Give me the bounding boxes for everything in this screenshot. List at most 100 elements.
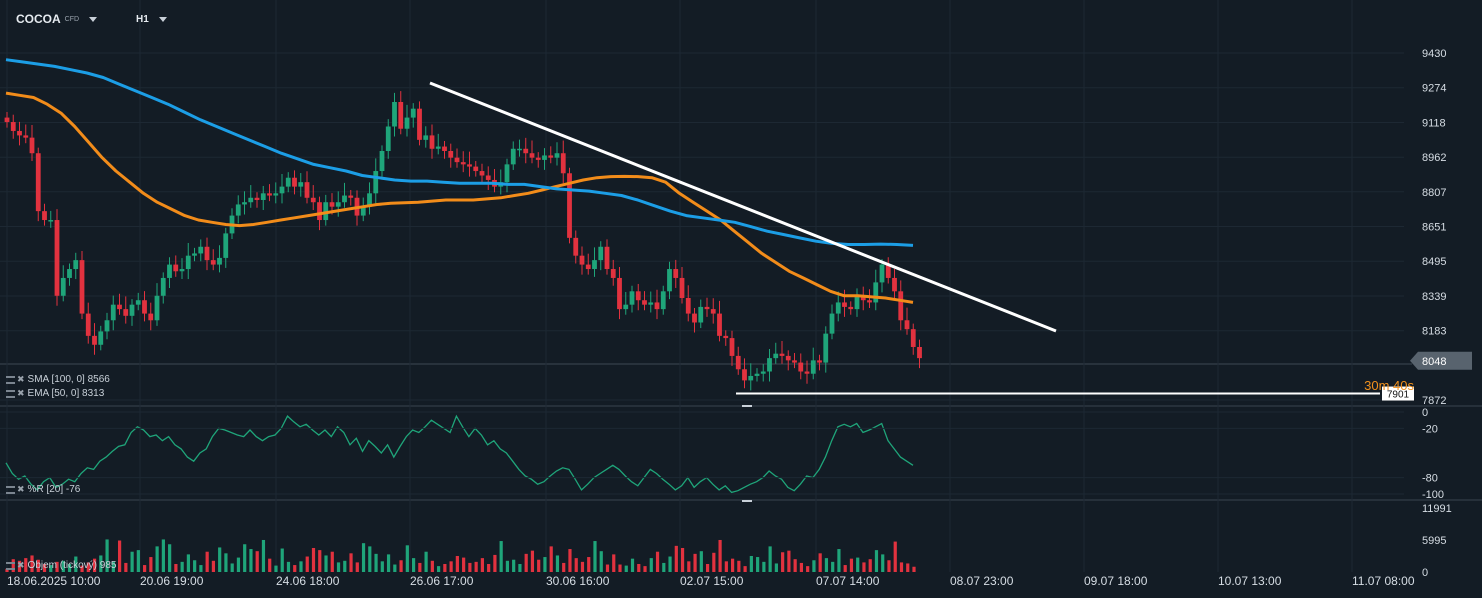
candle-body: [54, 220, 60, 296]
sma-legend[interactable]: ✖ SMA [100, 0] 8566: [6, 374, 110, 385]
x-tick-label: 07.07 14:00: [816, 574, 880, 588]
symbol-type: CFD: [64, 15, 80, 23]
y-tick-label: 9430: [1422, 48, 1446, 60]
candle-body: [267, 193, 272, 196]
volume-bar: [30, 555, 34, 572]
volume-bar: [261, 539, 266, 572]
volume-bar: [274, 565, 278, 572]
candle-body: [817, 360, 822, 363]
x-tick-label: 10.07 13:00: [1218, 574, 1282, 588]
volume-tick-label: 11991: [1422, 503, 1452, 515]
volume-bar: [718, 539, 722, 572]
volume-bar: [318, 550, 322, 572]
horizontal-line-label: 7901: [1387, 390, 1410, 401]
candle-body: [298, 182, 304, 187]
volume-bar: [705, 563, 710, 572]
current-price-tag: [1410, 351, 1472, 370]
candle-body: [623, 304, 629, 310]
candle-body: [510, 148, 516, 165]
volume-bar: [168, 544, 172, 572]
candle-body: [85, 313, 91, 336]
volume-legend[interactable]: ✖ Objem (tickový) 985: [6, 560, 116, 571]
volume-bar: [887, 560, 891, 572]
candle-body: [810, 360, 816, 374]
volume-bar: [637, 563, 641, 572]
candle-body: [260, 193, 266, 200]
close-icon[interactable]: ✖: [17, 560, 25, 570]
volume-bar: [562, 562, 566, 572]
candle-body: [792, 360, 797, 363]
candle-body: [679, 277, 685, 298]
volume-bar: [61, 560, 65, 572]
close-icon[interactable]: ✖: [17, 374, 25, 384]
candle-body: [29, 137, 35, 154]
volume-bar: [680, 547, 685, 572]
chevron-down-icon[interactable]: [89, 16, 98, 22]
settings-icon[interactable]: [6, 561, 15, 570]
volume-bar: [280, 548, 284, 572]
wr-legend[interactable]: ✖ %R [20] -76: [6, 484, 80, 495]
settings-icon[interactable]: [6, 375, 15, 384]
williams-r-line: [5, 414, 914, 494]
volume-bar: [649, 558, 653, 572]
candle-body: [879, 264, 885, 283]
volume-bar: [174, 563, 178, 572]
candle-timer: 30m 40s: [1364, 378, 1414, 393]
candle-body: [67, 269, 72, 278]
candle-body: [860, 295, 866, 301]
candle-body: [79, 260, 85, 314]
candle-body: [642, 300, 647, 305]
settings-icon[interactable]: [6, 485, 15, 494]
volume-bar: [893, 541, 897, 572]
volume-bar: [768, 546, 772, 572]
volume-bar: [74, 556, 78, 572]
volume-bar: [136, 550, 140, 572]
volume-bar: [199, 565, 203, 572]
candle-body: [242, 202, 247, 205]
volume-bar: [324, 555, 328, 572]
close-icon[interactable]: ✖: [17, 388, 25, 398]
volume-bar: [668, 556, 672, 572]
ema-legend[interactable]: ✖ EMA [50, 0] 8313: [6, 388, 104, 399]
candle-body: [17, 130, 22, 136]
candle-body: [110, 304, 116, 321]
volume-bar: [268, 558, 272, 572]
volume-bar: [599, 551, 603, 572]
candle-body: [35, 153, 41, 212]
volume-bar: [818, 553, 822, 572]
candle-body: [317, 202, 322, 221]
candle-body: [560, 153, 566, 174]
volume-bar: [17, 560, 22, 572]
chevron-down-icon[interactable]: [158, 16, 167, 22]
candle-body: [417, 108, 422, 140]
candle-body: [142, 300, 147, 314]
volume-bar: [806, 566, 810, 572]
x-tick-label: 24.06 18:00: [276, 574, 340, 588]
candle-body: [285, 177, 291, 187]
close-icon[interactable]: ✖: [17, 484, 25, 494]
symbol-selector[interactable]: COCOA CFD: [16, 11, 98, 27]
settings-icon[interactable]: [6, 389, 15, 398]
candle-body: [48, 220, 54, 222]
candle-body: [735, 355, 741, 370]
candle-body: [573, 237, 579, 256]
candle-body: [367, 193, 372, 207]
volume-bar: [462, 557, 466, 572]
candle-body: [179, 269, 185, 272]
volume-bar: [868, 559, 872, 572]
volume-bar: [881, 554, 885, 572]
volume-tick-label: 5995: [1422, 535, 1446, 547]
candle-body: [798, 362, 804, 372]
volume-bar: [386, 554, 391, 572]
candle-body: [398, 101, 404, 129]
volume-bar: [812, 560, 816, 572]
x-tick-label: 30.06 16:00: [546, 574, 610, 588]
candle-body: [148, 313, 154, 321]
candle-body: [848, 306, 854, 310]
volume-bar: [555, 555, 560, 572]
timeframe-selector[interactable]: H1: [136, 11, 167, 27]
candle-body: [335, 202, 341, 207]
line-anchor-marker: [742, 500, 752, 502]
candle-body: [829, 313, 835, 334]
